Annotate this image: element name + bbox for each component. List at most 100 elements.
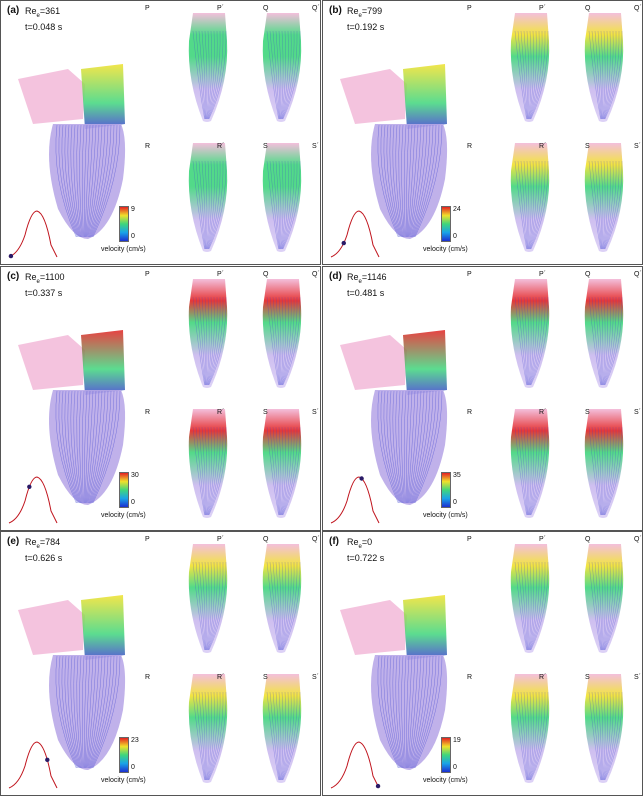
streamline	[602, 561, 606, 651]
flow-waveform	[8, 741, 58, 789]
section-label: P	[467, 5, 472, 12]
streamline	[201, 160, 206, 250]
streamline	[55, 390, 77, 504]
section-heart-render	[584, 674, 624, 783]
streamline	[275, 296, 280, 386]
streamline	[280, 30, 284, 120]
streamline	[414, 390, 443, 504]
streamline	[386, 655, 401, 769]
section-label: S´	[634, 143, 641, 150]
streamline	[206, 561, 212, 651]
streamline	[528, 160, 534, 250]
section-label: S	[263, 143, 268, 150]
streamline	[282, 296, 298, 386]
streamline	[281, 561, 289, 651]
streamline	[206, 691, 210, 781]
streamline	[597, 160, 602, 250]
streamline	[380, 124, 400, 238]
streamline	[79, 655, 83, 769]
streamline	[269, 426, 280, 516]
streamline	[412, 124, 434, 238]
panel-label: (c)	[7, 271, 20, 282]
streamline	[195, 561, 206, 651]
colorbar-max: 35	[453, 472, 461, 479]
streamline	[405, 390, 410, 504]
streamline	[67, 390, 80, 504]
streamline	[377, 390, 399, 504]
streamline	[198, 561, 206, 651]
section-label: R´	[217, 143, 225, 150]
streamline	[523, 30, 528, 120]
streamline	[414, 655, 443, 769]
streamline	[275, 426, 280, 516]
panel-label: (f)	[329, 536, 339, 547]
section-shape	[188, 674, 228, 783]
streamline	[192, 296, 205, 386]
streamline	[603, 160, 611, 250]
streamline	[514, 160, 527, 250]
streamline	[269, 296, 280, 386]
streamline	[272, 691, 280, 781]
flow-waveform	[330, 741, 381, 789]
streamline	[266, 30, 279, 120]
streamline	[266, 160, 279, 250]
section-heart-render	[188, 143, 228, 252]
section-heart-render	[262, 279, 302, 388]
streamline	[83, 390, 88, 504]
streamline	[526, 30, 530, 120]
reynolds-subscript: e	[358, 12, 362, 19]
streamline	[591, 691, 602, 781]
streamline	[520, 561, 528, 651]
colorbar-min: 0	[453, 764, 457, 771]
flow-waveform	[8, 476, 58, 524]
streamline	[600, 160, 604, 250]
reynolds-subscript: e	[36, 278, 40, 285]
streamline	[603, 426, 614, 516]
streamline	[208, 561, 224, 651]
waveform-curve	[330, 210, 380, 258]
section-label: Q	[263, 5, 269, 12]
flow-waveform	[330, 476, 380, 524]
streamline	[91, 655, 118, 769]
streamline	[207, 561, 218, 651]
streamline	[282, 561, 298, 651]
streamline	[207, 30, 215, 120]
panel-label: (e)	[7, 536, 20, 547]
waveform-curve	[8, 476, 58, 524]
streamline	[520, 691, 528, 781]
section-shape	[510, 409, 550, 518]
section-label: S	[263, 674, 268, 681]
panel-label: (b)	[329, 5, 342, 16]
streamline	[514, 561, 527, 651]
streamline	[281, 296, 292, 386]
streamline	[208, 561, 227, 651]
streamline	[207, 691, 215, 781]
streamline	[602, 160, 606, 250]
section-label: R	[467, 409, 473, 416]
streamline	[409, 124, 422, 238]
streamline	[81, 655, 85, 769]
streamline	[207, 296, 215, 386]
section-shape	[188, 13, 228, 122]
streamline	[529, 691, 540, 781]
streamline	[88, 655, 106, 769]
streamline	[281, 691, 289, 781]
colorbar-max: 23	[131, 737, 139, 744]
streamline	[602, 30, 608, 120]
section-label: R´	[539, 674, 547, 681]
section-label: P´	[539, 5, 546, 12]
streamline	[603, 561, 611, 651]
streamline	[403, 124, 407, 238]
main-heart-render	[340, 64, 448, 239]
streamline	[87, 390, 100, 504]
streamline	[410, 124, 428, 238]
streamline	[603, 160, 614, 250]
streamline	[413, 124, 440, 238]
section-shape	[584, 674, 624, 783]
streamline	[192, 30, 205, 120]
streamline	[604, 160, 617, 250]
streamline	[280, 296, 286, 386]
streamline	[603, 30, 611, 120]
streamline	[278, 691, 282, 781]
streamline	[207, 160, 215, 250]
